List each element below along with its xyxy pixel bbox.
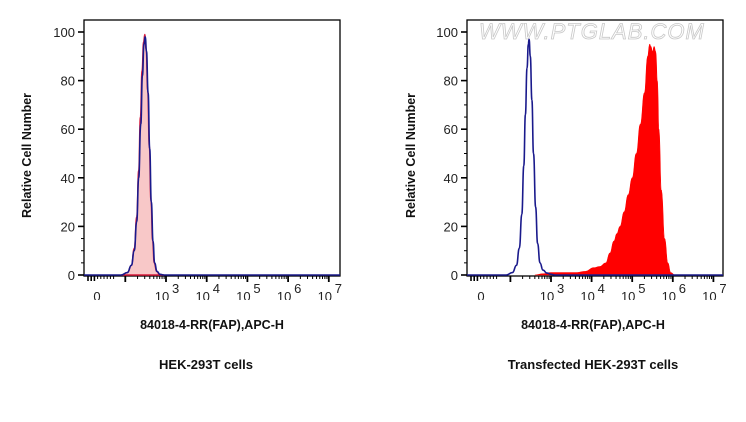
histogram-line-series [467, 38, 723, 276]
x-tick-label: 10 [195, 289, 209, 300]
histogram-line-series [84, 36, 340, 276]
y-tick-label: 0 [68, 268, 75, 283]
panel-transfected: WWW.PTGLAB.COM 0 20 40 60 80 100 0 10 3 10 4 10 5 10 6 1… [373, 0, 746, 422]
y-tick-label: 20 [61, 219, 75, 234]
x-tick-label: 10 [277, 289, 291, 300]
x-tick-exponent: 6 [294, 281, 301, 296]
y-axis-label: Relative Cell Number [20, 92, 34, 218]
x-tick-exponent: 7 [719, 281, 726, 296]
y-axis-label: Relative Cell Number [404, 92, 418, 218]
x-tick-label: 10 [540, 289, 554, 300]
x-tick-label: 10 [702, 289, 716, 300]
y-tick-label: 80 [61, 74, 75, 89]
x-tick-exponent: 5 [253, 281, 260, 296]
plot-frame [83, 19, 341, 277]
x-tick-exponent: 5 [638, 281, 645, 296]
x-tick-label: 10 [621, 289, 635, 300]
x-tick-exponent: 4 [598, 281, 605, 296]
histogram-filled-series [534, 43, 675, 276]
x-axis-label: 84018-4-RR(FAP),APC-H [521, 318, 665, 332]
y-tick-label: 20 [444, 219, 458, 234]
x-tick-label: 10 [155, 289, 169, 300]
y-tick-label: 60 [61, 122, 75, 137]
panel-control: 0 20 40 60 80 100 0 10 3 10 4 10 5 10 6 10 7 Relative Ce… [20, 19, 342, 372]
x-tick-label: 0 [477, 289, 484, 300]
plot-frame [466, 19, 724, 277]
x-tick-exponent: 4 [213, 281, 220, 296]
panel-caption: Transfected HEK-293T cells [507, 357, 679, 372]
panel-caption: HEK-293T cells [159, 357, 253, 372]
x-tick-label: 10 [580, 289, 594, 300]
x-tick-exponent: 3 [172, 281, 179, 296]
x-tick-label: 0 [93, 289, 100, 300]
y-tick-label: 0 [451, 268, 458, 283]
x-tick-exponent: 7 [335, 281, 342, 296]
x-tick-label: 10 [662, 289, 676, 300]
x-tick-label: 10 [236, 289, 250, 300]
watermark-text: WWW.PTGLAB.COM [479, 19, 705, 44]
x-axis-label: 84018-4-RR(FAP),APC-H [140, 318, 284, 332]
y-tick-label: 100 [53, 25, 75, 40]
y-tick-label: 40 [61, 171, 75, 186]
x-tick-exponent: 3 [557, 281, 564, 296]
x-tick-label: 10 [318, 289, 332, 300]
x-tick-exponent: 6 [679, 281, 686, 296]
y-tick-label: 60 [444, 122, 458, 137]
y-tick-label: 100 [436, 25, 458, 40]
y-tick-label: 40 [444, 171, 458, 186]
y-tick-label: 80 [444, 74, 458, 89]
